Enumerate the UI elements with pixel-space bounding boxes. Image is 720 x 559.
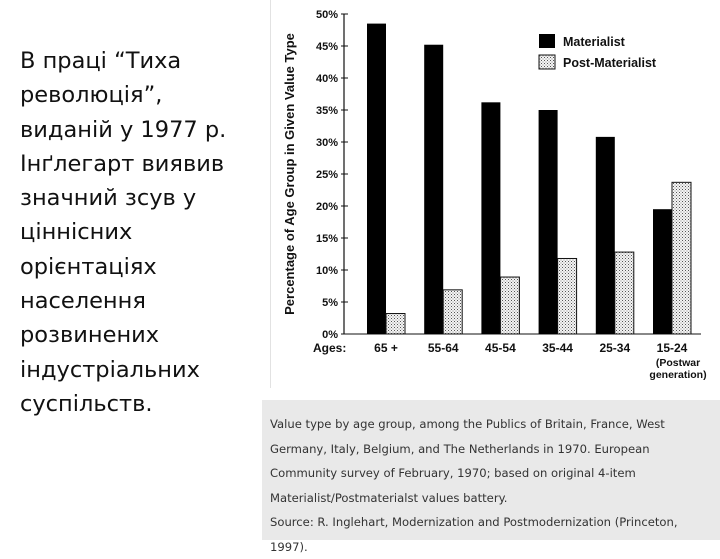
bar-post-materialist (500, 277, 519, 334)
bar-materialist (596, 137, 615, 334)
y-tick-label: 35% (316, 105, 338, 117)
bar-post-materialist (443, 290, 462, 334)
x-category-label: 65 + (374, 341, 398, 355)
y-tick-label: 0% (322, 329, 338, 341)
bar-materialist (539, 110, 558, 334)
caption-line: Community survey of February, 1970; base… (270, 461, 710, 486)
legend-label-materialist: Materialist (563, 35, 626, 49)
x-category-sublabel: generation) (649, 369, 706, 381)
x-category-label: 25-34 (599, 341, 630, 355)
slide-text: В праці “Тиха революція”, виданій у 1977… (20, 44, 250, 421)
legend-swatch-materialist (539, 34, 555, 48)
bar-post-materialist (615, 252, 634, 334)
y-tick-label: 15% (316, 233, 338, 245)
y-tick-label: 50% (316, 9, 338, 21)
bar-post-materialist (558, 258, 577, 334)
bar-materialist (653, 209, 672, 334)
y-tick-label: 5% (322, 297, 338, 309)
y-tick-label: 30% (316, 137, 338, 149)
bar-materialist (367, 24, 386, 334)
caption-line: Value type by age group, among the Publi… (270, 412, 710, 437)
legend-label-post-materialist: Post-Materialist (563, 56, 657, 70)
y-tick-label: 25% (316, 169, 338, 181)
caption-line: Source: R. Inglehart, Modernization and … (270, 510, 710, 535)
caption-text: Value type by age group, among the Publi… (270, 412, 710, 559)
x-axis-title: Ages: (313, 341, 346, 355)
caption-panel: Value type by age group, among the Publi… (262, 400, 720, 540)
bar-post-materialist (672, 182, 691, 334)
bar-materialist (424, 45, 443, 334)
y-tick-label: 45% (316, 41, 338, 53)
y-tick-label: 40% (316, 73, 338, 85)
caption-line: Materialist/Postmaterialst values batter… (270, 486, 710, 511)
caption-line: Germany, Italy, Belgium, and The Netherl… (270, 437, 710, 462)
x-category-label: 35-44 (542, 341, 573, 355)
x-category-label: 15-24 (657, 341, 688, 355)
y-tick-label: 10% (316, 265, 338, 277)
chart-panel: 0% 5% 10% 15% 20% 25% 30% 35% 40% 45% 50% Percentag… (270, 0, 720, 388)
x-category-label: 55-64 (428, 341, 459, 355)
x-category-label: 45-54 (485, 341, 516, 355)
y-axis-title: Percentage of Age Group in Given Value T… (282, 33, 297, 315)
caption-line: 1997). (270, 535, 710, 559)
y-tick-label: 20% (316, 201, 338, 213)
x-category-sublabel: (Postwar (656, 357, 700, 369)
bar-materialist (481, 102, 500, 334)
legend-swatch-post-materialist (539, 55, 555, 69)
bar-chart: 0% 5% 10% 15% 20% 25% 30% 35% 40% 45% 50% Percentag… (271, 0, 720, 388)
bar-post-materialist (386, 314, 405, 334)
